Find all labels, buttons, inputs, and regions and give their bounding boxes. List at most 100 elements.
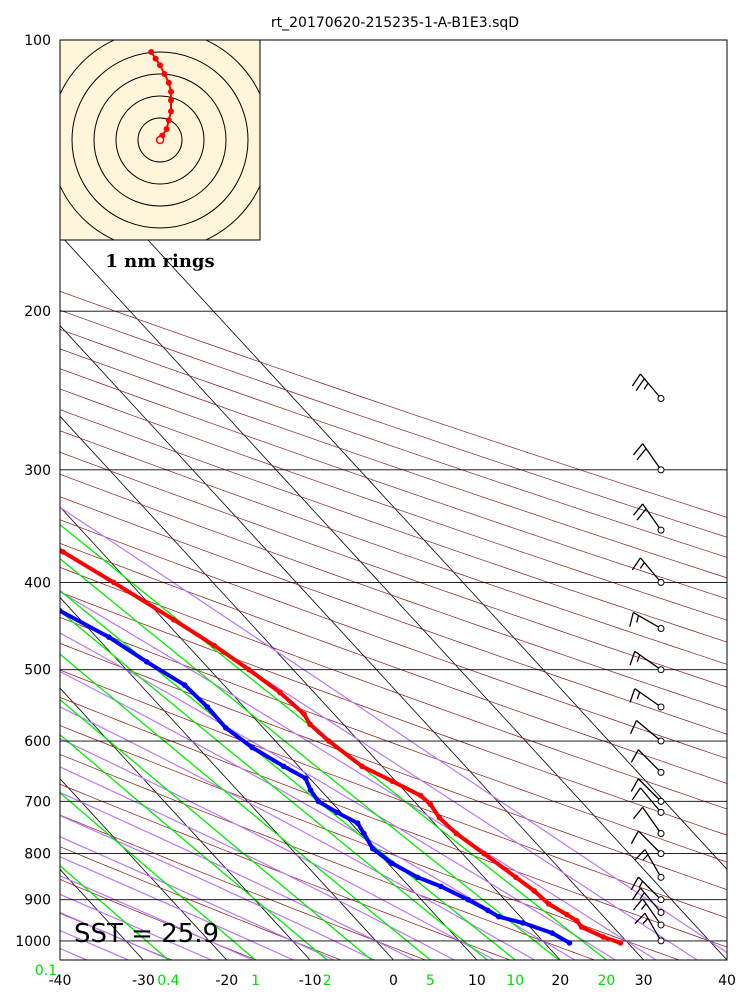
hodograph-point (161, 71, 168, 77)
temperature-point (600, 934, 607, 940)
wind-barb-feather (630, 778, 639, 792)
dewpoint-point (2, 580, 8, 586)
mixing-ratio-line (60, 610, 488, 960)
temperature-point (546, 901, 552, 907)
wind-barb-staff (637, 876, 662, 901)
pressure-tick-label: 1000 (15, 934, 51, 950)
wind-barb-half-feather (639, 562, 645, 569)
dewpoint-point (549, 930, 555, 936)
wind-barb-station (657, 909, 665, 917)
wind-barb-feather (629, 688, 636, 703)
mixing-ratio-line (60, 698, 373, 960)
isotherm (60, 415, 561, 960)
moist-adiabat (60, 670, 576, 960)
dewpoint-point (249, 744, 255, 751)
sst-label: SST = 25.9 (74, 919, 219, 949)
wind-barb-staff (644, 912, 662, 942)
dewpoint-point (204, 704, 211, 710)
wind-barb-staff (632, 611, 662, 630)
wind-barb (629, 611, 665, 632)
mixing-ratio-tick-label: 10 (506, 973, 524, 989)
wind-barb-feather (630, 749, 639, 763)
temperature-point (211, 642, 217, 649)
wind-barb-station (657, 624, 665, 632)
mixing-ratio-line (60, 557, 560, 960)
wind-barb-feather (632, 806, 644, 820)
temperature-tick-label: 0 (389, 973, 398, 989)
dewpoint-point (143, 659, 150, 665)
moist-adiabat (60, 737, 495, 960)
pressure-tick-label: 700 (24, 794, 51, 810)
wind-barb-station (657, 830, 665, 838)
dry-adiabat (60, 291, 727, 518)
dewpoint-point (465, 896, 471, 903)
hodograph-point (165, 79, 172, 86)
hodograph-inset (59, 39, 261, 241)
dewpoint-point (334, 809, 340, 816)
wind-barb-half-feather (642, 917, 649, 925)
wind-barb-staff (636, 719, 662, 742)
temperature-point (171, 616, 177, 623)
temperature-point (359, 763, 365, 770)
temperature-point (574, 918, 580, 924)
temperature-tick-label: -30 (132, 973, 155, 989)
dry-adiabat (60, 409, 727, 643)
wind-barb-feather (631, 373, 641, 387)
range-ring (115, 95, 205, 185)
dry-adiabat (60, 496, 727, 735)
wind-barb-feather (635, 378, 645, 392)
dry-adiabat (60, 348, 727, 579)
wind-barbs (629, 373, 665, 945)
moist-adiabat (60, 836, 335, 960)
temperature-tick-label: 20 (551, 973, 569, 989)
pressure-tick-label: 200 (24, 304, 51, 320)
temperature-point (531, 888, 537, 894)
wind-barb-feather (631, 887, 641, 901)
dewpoint-profile (60, 608, 571, 945)
wind-barb-half-feather (636, 691, 641, 700)
dewpoint-point (106, 634, 112, 640)
wind-barb-feather (632, 503, 644, 516)
pressure-tick-label: 400 (24, 575, 51, 591)
dry-adiabat (60, 388, 727, 621)
wind-barb-half-feather (642, 854, 649, 861)
wind-barb-station (657, 703, 665, 711)
wind-barb-half-feather (636, 615, 640, 623)
temperature-tick-label: 30 (635, 973, 653, 989)
wind-barb (629, 719, 665, 745)
wind-barb-station (657, 768, 665, 776)
wind-barb-half-feather (638, 880, 644, 888)
temperature-point (436, 815, 443, 821)
wind-barb-staff (637, 749, 662, 773)
dry-adiabat (60, 879, 257, 960)
dewpoint-point (307, 787, 314, 793)
wind-barb-staff (642, 806, 662, 834)
wind-barb (630, 778, 665, 805)
mixing-ratio-tick-label: 1 (251, 973, 260, 989)
pressure-tick-label: 100 (24, 33, 51, 49)
dewpoint-point (389, 860, 395, 867)
moist-adiabat (60, 548, 698, 960)
wind-barb-feather (636, 508, 647, 521)
hodograph-origin (155, 135, 165, 145)
temperature-point (453, 830, 460, 837)
mixing-ratio-line (60, 733, 328, 960)
isotherm (60, 596, 394, 960)
background-lines (60, 143, 727, 960)
temperature-point (110, 579, 117, 586)
dry-adiabat (60, 591, 727, 836)
wind-barb-feather (631, 787, 641, 801)
dry-adiabat (60, 725, 680, 960)
wind-barb-half-feather (643, 382, 649, 390)
wind-barb-station (657, 395, 665, 403)
wind-barb-staff (639, 557, 662, 583)
isotherm (60, 234, 727, 960)
hodograph-point (168, 88, 174, 95)
wind-barb (631, 787, 665, 816)
dry-adiabat (60, 642, 727, 891)
temperature-point (564, 911, 570, 918)
dewpoint-point (414, 874, 421, 881)
sounding-profiles (2, 547, 624, 946)
mixing-ratio-labels: 0.1 0.4 1 2 5 10 20 (35, 963, 615, 989)
dry-adiabat (60, 617, 727, 863)
